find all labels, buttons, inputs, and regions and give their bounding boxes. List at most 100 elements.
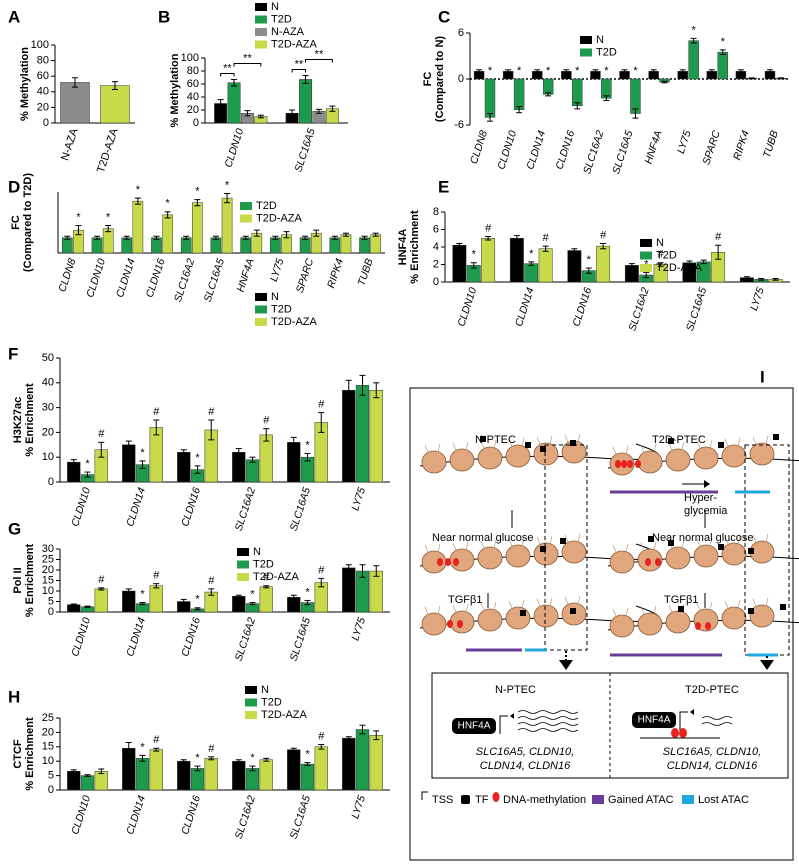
x-tick-label: SLC16A5 [202, 257, 227, 304]
bar [524, 263, 539, 283]
significance: # [263, 415, 270, 427]
significance: * [305, 586, 310, 598]
tf [678, 606, 684, 612]
x-tick-label: CLDN10 [84, 257, 108, 299]
significance: * [76, 211, 81, 223]
y-tick-label: 80 [37, 55, 49, 67]
tf-box [452, 718, 496, 734]
arrow-head [760, 660, 774, 670]
gene-list: CLDN14, CLDN16 [480, 760, 571, 772]
significance: # [485, 222, 492, 234]
y-tick-label: 0 [433, 276, 439, 288]
significance: # [153, 406, 160, 418]
y-tick-label: 0 [193, 117, 199, 129]
nucleosome [477, 608, 503, 632]
legend-label: T2D [271, 13, 292, 25]
methylation [445, 558, 451, 566]
significance: * [488, 65, 493, 77]
bar [369, 735, 383, 791]
histone-tail [480, 439, 497, 449]
step: TGFβ1 [664, 594, 698, 606]
bracket-label: ** [315, 48, 324, 60]
significance: * [546, 65, 551, 77]
x-tick-label: N-AZA [59, 126, 81, 162]
x-tick-label: CLDN14 [524, 129, 548, 171]
tf [480, 436, 486, 442]
legend-icon [421, 791, 428, 800]
histone-tail [696, 537, 713, 547]
y-tick-label: 20 [37, 101, 49, 113]
significance: # [98, 574, 105, 586]
gene-list: SLC16A5, CLDN10, [476, 746, 574, 758]
histone-tail [424, 443, 441, 453]
x-tick-label: CLDN14 [124, 616, 148, 658]
column-title: T2D-PTEC [652, 434, 706, 446]
x-tick-label: CLDN16 [570, 286, 594, 328]
histone-tail [452, 441, 469, 451]
y-tick-label: 0 [48, 476, 54, 488]
bar [177, 451, 191, 483]
nucleosome [609, 550, 635, 574]
histone-tail [508, 537, 525, 547]
y-tick-label: 100 [31, 39, 49, 51]
panel-letter: B [158, 7, 170, 26]
histone-tail [724, 437, 741, 447]
nucleosome [721, 542, 747, 566]
legend-icon [682, 795, 694, 804]
bar [717, 51, 728, 80]
tf-label: HNF4A [458, 721, 491, 732]
y-axis-label: % Methylation [19, 47, 31, 121]
tss [679, 711, 688, 734]
x-tick-label: CLDN14 [513, 286, 537, 328]
x-tick-label: TUBB [761, 129, 781, 159]
y-tick-label: 15 [42, 574, 54, 586]
nucleosome [637, 450, 663, 474]
histone-tail [752, 597, 769, 607]
bar [340, 234, 352, 254]
x-tick-label: CLDN10 [495, 129, 519, 171]
bar [100, 85, 130, 124]
significance: * [305, 439, 310, 451]
histone-tail [752, 533, 769, 543]
x-tick-label: CLDN14 [114, 257, 138, 299]
y-tick-label: 6 [433, 223, 439, 235]
significance: # [153, 734, 160, 746]
nucleosome [665, 448, 691, 472]
significance: # [98, 428, 105, 440]
legend-label: N-AZA [271, 26, 305, 38]
histone-tail [424, 543, 441, 553]
step: Near normal glucose [652, 532, 754, 544]
bar [240, 237, 251, 254]
nucleosome [421, 450, 447, 474]
bar [567, 250, 582, 283]
bracket-label: ** [243, 52, 252, 64]
legend-label: T2D-AZA [271, 316, 318, 328]
bar [259, 434, 273, 483]
significance: * [529, 248, 534, 260]
nucleosome [533, 604, 559, 628]
histone-tail [564, 533, 581, 543]
legend-label: T2D [261, 696, 282, 708]
bar [94, 588, 108, 613]
x-tick-label: SLC16A2 [626, 286, 651, 333]
legend-swatch [640, 251, 652, 260]
methylation [695, 622, 701, 630]
bar [542, 78, 554, 95]
significance: # [153, 570, 160, 582]
tf [560, 538, 566, 544]
x-tick-label: CLDN16 [179, 794, 203, 836]
bar [355, 729, 370, 791]
bar [151, 237, 162, 254]
nucleosome [505, 544, 531, 568]
legend-icon [492, 792, 500, 802]
bar [329, 237, 341, 254]
tf [718, 544, 724, 550]
histone-tail [612, 543, 629, 553]
bar [270, 237, 281, 254]
histone-tail [480, 539, 497, 549]
methylation [645, 558, 651, 566]
significance: * [195, 452, 200, 464]
bar [94, 771, 108, 791]
y-tick-label: 40 [37, 86, 49, 98]
bar [122, 444, 136, 483]
